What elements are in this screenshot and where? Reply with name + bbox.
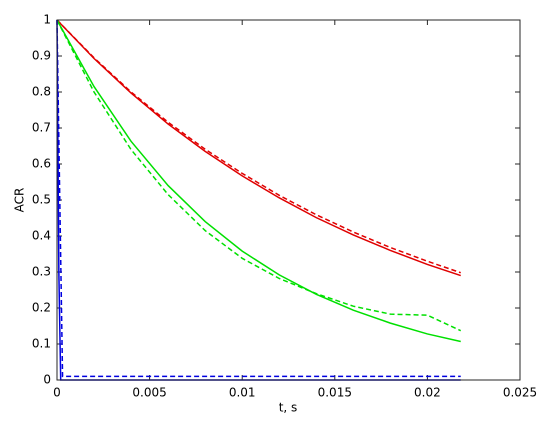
y-tick-label: 0.2 xyxy=(32,301,51,315)
y-tick-label: 1 xyxy=(43,13,51,27)
plot-area xyxy=(57,20,520,380)
y-tick-label: 0.1 xyxy=(32,337,51,351)
x-tick-label: 0.02 xyxy=(414,386,441,400)
series-line xyxy=(56,19,461,277)
series-line xyxy=(56,19,462,332)
y-tick-label: 0 xyxy=(43,373,51,387)
x-axis-label: t, s xyxy=(279,401,298,415)
x-tick-label: 0.025 xyxy=(503,386,537,400)
y-tick-label: 0.3 xyxy=(32,265,51,279)
y-tick-label: 0.4 xyxy=(32,229,51,243)
series-line xyxy=(56,19,461,343)
y-tick-label: 0.6 xyxy=(32,157,51,171)
y-tick-label: 0.7 xyxy=(32,121,51,135)
y-axis-label: ACR xyxy=(13,188,27,213)
x-tick-label: 0.01 xyxy=(229,386,256,400)
y-tick-label: 0.5 xyxy=(32,193,51,207)
x-tick-label: 0.015 xyxy=(318,386,352,400)
y-tick-label: 0.9 xyxy=(32,49,51,63)
y-tick-label: 0.8 xyxy=(32,85,51,99)
x-tick-label: 0 xyxy=(53,386,61,400)
series-line xyxy=(56,19,461,378)
x-tick-label: 0.005 xyxy=(132,386,166,400)
plot-frame xyxy=(56,19,521,381)
